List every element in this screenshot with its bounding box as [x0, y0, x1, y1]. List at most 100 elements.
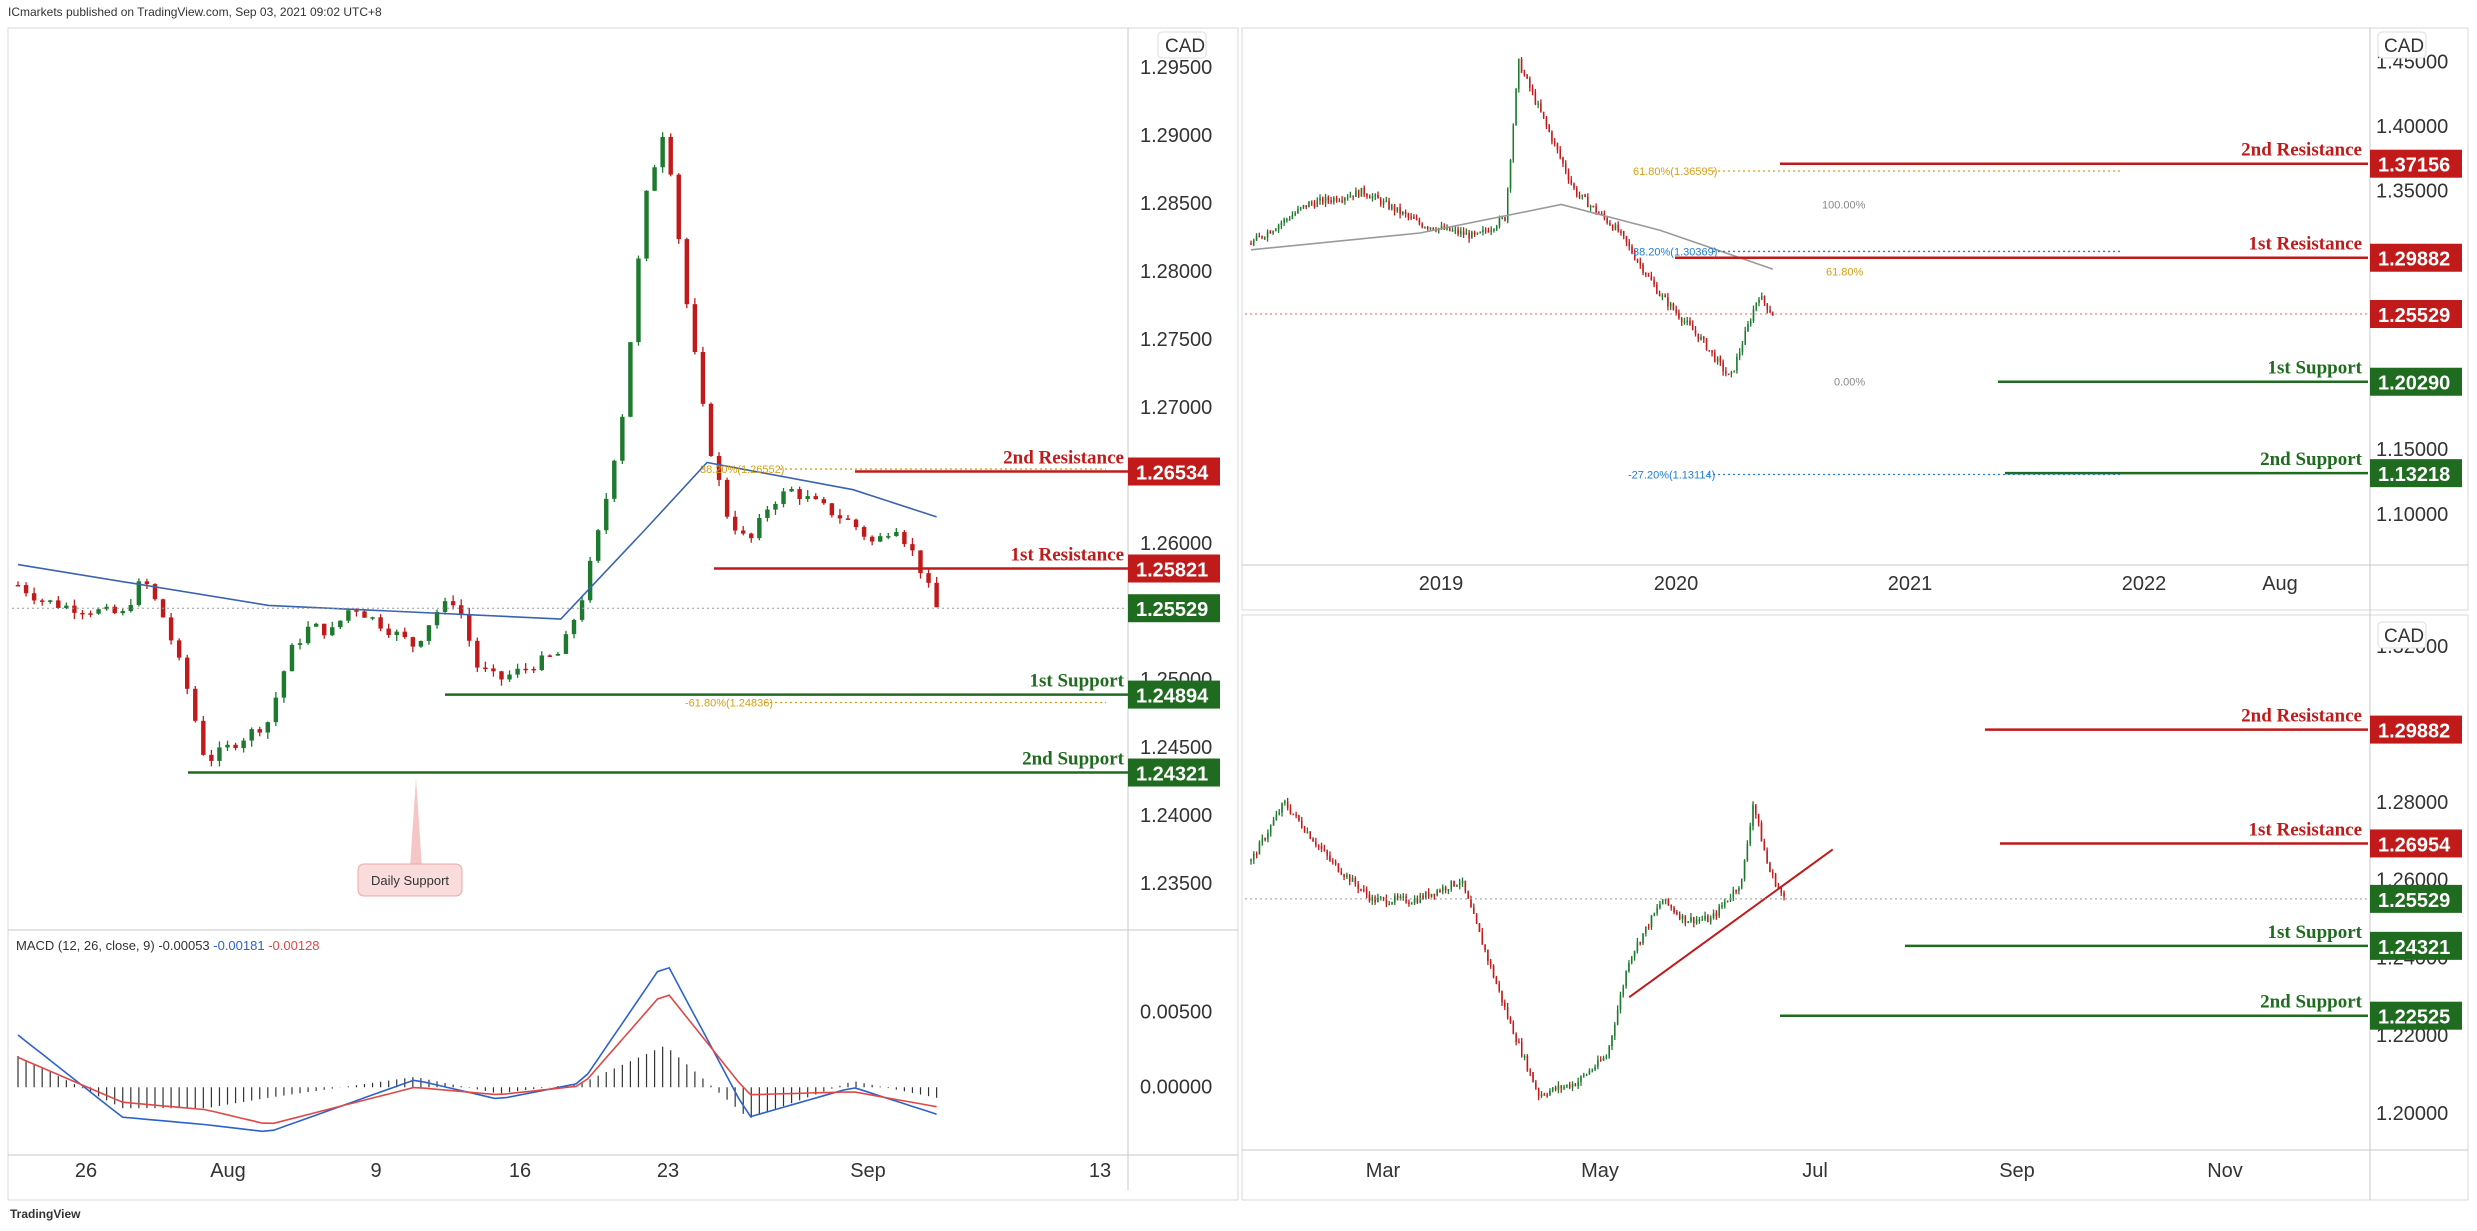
candle-body	[1317, 845, 1320, 847]
candle-body	[1418, 219, 1421, 224]
candle-body	[1675, 309, 1677, 313]
candle-body	[1755, 804, 1757, 815]
candle-body	[1471, 231, 1473, 239]
candle-body	[1520, 1042, 1523, 1057]
candle-body	[1526, 1055, 1529, 1071]
candle-body	[1598, 212, 1600, 214]
candle-body	[1495, 226, 1498, 230]
level-name-label: 2nd Support	[2260, 992, 2363, 1013]
candle-body	[1295, 814, 1297, 816]
current-price-label: 1.25529	[1136, 599, 1208, 621]
candle-body	[1462, 231, 1465, 235]
fib-label: 38.20%(1.26552)	[700, 464, 784, 476]
candle-body	[1722, 362, 1724, 372]
candle-body	[386, 628, 391, 636]
candle-body	[475, 640, 480, 668]
candle-body	[1777, 886, 1780, 889]
candle-body	[1346, 874, 1348, 877]
level-name-label: 1st Resistance	[2249, 819, 2362, 840]
candle-body	[1341, 200, 1343, 203]
currency-badge	[2377, 621, 2427, 649]
candle-body	[1719, 357, 1722, 363]
candle-body	[265, 722, 271, 733]
candle-body	[1410, 216, 1412, 219]
candle-body	[1749, 826, 1751, 844]
candle-body	[1299, 207, 1302, 209]
candle-body	[821, 499, 827, 504]
candle-body	[1681, 915, 1684, 920]
candle-body	[894, 531, 899, 537]
candle-body	[1368, 196, 1371, 199]
candles	[15, 132, 939, 767]
candle-body	[1639, 942, 1641, 944]
y-tick-label: 1.23500	[1140, 873, 1212, 895]
candle-body	[1275, 229, 1277, 232]
candle-body	[1413, 216, 1415, 219]
candle-body	[378, 617, 383, 629]
y-tick-label: 1.22000	[2376, 1025, 2448, 1047]
level-badge	[2370, 1001, 2462, 1030]
candle-body	[1592, 205, 1595, 208]
candle-body	[1704, 915, 1706, 920]
candle-body	[1316, 200, 1319, 207]
candle-body	[1399, 207, 1401, 215]
footer-logo: TradingView	[10, 1207, 81, 1221]
candle-body	[845, 518, 851, 520]
candle-body	[1461, 880, 1464, 883]
x-tick-label: 13	[1089, 1160, 1111, 1182]
y-tick-label: 1.29500	[1140, 57, 1212, 79]
y-tick-label: 1.20000	[2376, 1103, 2448, 1125]
candle-body	[604, 498, 609, 531]
candle-body	[1647, 275, 1650, 277]
candle-body	[1686, 320, 1688, 323]
level-name-label: 1st Resistance	[1011, 544, 1124, 565]
candle-body	[1430, 893, 1433, 897]
candle-body	[1355, 190, 1357, 197]
x-tick-label: 2020	[1654, 573, 1699, 595]
candle-body	[1684, 915, 1687, 923]
candle-body	[1512, 125, 1515, 160]
candle-body	[176, 640, 182, 658]
candle-body	[612, 460, 617, 499]
candle-body	[1520, 58, 1523, 73]
candle-body	[1571, 1083, 1574, 1088]
candle-body	[1741, 344, 1744, 353]
level-name-label: 1st Resistance	[2249, 234, 2362, 255]
candle-body	[1574, 1083, 1577, 1086]
candle-body	[201, 720, 206, 755]
candle-body	[741, 530, 746, 534]
candle-body	[1523, 72, 1526, 75]
candle-body	[1343, 874, 1345, 877]
candle-body	[1678, 312, 1680, 319]
level-badge	[2370, 149, 2462, 178]
candle-body	[1453, 880, 1455, 887]
candle-body	[1542, 111, 1545, 118]
macd-line	[17, 966, 937, 1133]
candle-body	[1568, 1084, 1571, 1088]
candle-body	[1326, 850, 1328, 856]
y-tick-label: 1.29000	[1140, 125, 1212, 147]
candle-body	[1591, 1069, 1594, 1072]
candle-body	[1691, 324, 1694, 331]
candle-body	[1344, 197, 1346, 201]
candle-body	[330, 627, 335, 636]
candle-body	[1388, 903, 1390, 906]
candle-body	[539, 655, 544, 671]
candle-body	[587, 560, 593, 601]
candle-body	[1523, 1055, 1526, 1058]
candle-body	[1264, 838, 1266, 840]
x-tick-label: 2022	[2122, 573, 2167, 595]
candles	[1250, 57, 1774, 378]
candle-body	[1297, 208, 1299, 213]
candle-body	[434, 611, 440, 626]
candle-body	[1436, 890, 1438, 896]
candle-body	[1774, 874, 1777, 887]
x-tick-label: Aug	[210, 1160, 246, 1182]
candle-body	[1255, 235, 1258, 241]
candle-body	[1272, 820, 1275, 826]
candle-body	[1549, 1090, 1551, 1095]
candle-body	[1501, 217, 1504, 219]
candle-body	[1628, 962, 1630, 972]
candle-body	[426, 625, 432, 641]
candle-body	[1597, 1059, 1599, 1067]
